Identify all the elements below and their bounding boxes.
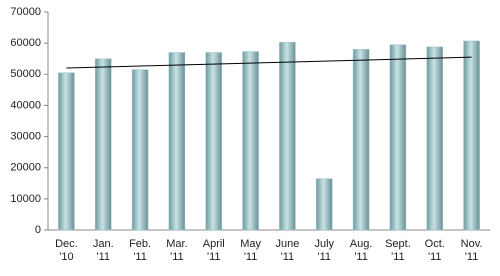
x-tick-label-line: '11 xyxy=(96,251,110,263)
x-tick-label-line: '11 xyxy=(133,251,147,263)
y-tick-label: 70000 xyxy=(10,6,41,18)
x-tick-label-line: '10 xyxy=(59,251,73,263)
x-tick-label: June '11 xyxy=(275,238,299,263)
x-tick-label-line: Nov. xyxy=(461,238,483,250)
y-tick-label: 30000 xyxy=(10,130,41,142)
bar xyxy=(95,58,112,231)
y-tick-label: 60000 xyxy=(10,37,41,49)
x-tick-label: April '11 xyxy=(203,238,225,263)
y-tick-label: 20000 xyxy=(10,162,41,174)
bar xyxy=(426,46,443,231)
x-tick-label-line: '11 xyxy=(391,251,405,263)
y-tick-label: 50000 xyxy=(10,68,41,80)
x-tick-label-line: Dec. xyxy=(55,238,78,250)
trendline xyxy=(66,56,472,69)
x-tick-label-line: Jan. xyxy=(93,238,114,250)
x-tick-label: Mar. '11 xyxy=(166,238,187,263)
x-tick-label-line: '11 xyxy=(354,251,368,263)
x-tick-label-line: Oct. xyxy=(425,238,445,250)
x-tick-label: May '11 xyxy=(240,238,261,263)
y-tick-label: 10000 xyxy=(10,193,41,205)
x-tick-label-line: June xyxy=(275,238,299,250)
x-tick-label-line: '11 xyxy=(170,251,184,263)
bar xyxy=(58,72,75,231)
x-tick-label-line: '11 xyxy=(281,251,295,263)
x-tick-label-line: Sept. xyxy=(385,238,411,250)
x-tick-label: Dec. '10 xyxy=(55,238,78,263)
bar xyxy=(316,178,333,231)
x-tick-label: July '11 xyxy=(314,238,334,263)
bar xyxy=(242,51,259,231)
x-tick-label-line: Feb. xyxy=(129,238,151,250)
x-tick-label: Sept. '11 xyxy=(385,238,411,263)
bar xyxy=(352,49,370,231)
x-tick-label-line: July xyxy=(314,238,334,250)
x-tick-label-line: '11 xyxy=(317,251,331,263)
y-tick-label: 0 xyxy=(35,224,41,236)
bar xyxy=(279,41,296,231)
x-tick-label-line: '11 xyxy=(207,251,221,263)
x-tick-label: Oct. '11 xyxy=(425,238,445,263)
x-tick-label-line: '11 xyxy=(428,251,442,263)
bar xyxy=(131,69,149,231)
x-tick-label: Aug. '11 xyxy=(350,238,373,263)
bar xyxy=(389,44,407,231)
x-tick-label-line: Aug. xyxy=(350,238,373,250)
y-tick-label: 40000 xyxy=(10,99,41,111)
bar xyxy=(463,40,480,231)
x-tick-label-line: May xyxy=(240,238,261,250)
x-tick-label: Jan. '11 xyxy=(93,238,114,263)
x-tick-label: Nov. '11 xyxy=(461,238,483,263)
x-tick-label-line: Mar. xyxy=(166,238,187,250)
x-tick-label-line: April xyxy=(203,238,225,250)
x-tick-label: Feb. '11 xyxy=(129,238,151,263)
x-tick-label-line: '11 xyxy=(244,251,258,263)
x-tick-label-line: '11 xyxy=(465,251,479,263)
bar xyxy=(205,52,222,231)
bar xyxy=(168,52,186,231)
